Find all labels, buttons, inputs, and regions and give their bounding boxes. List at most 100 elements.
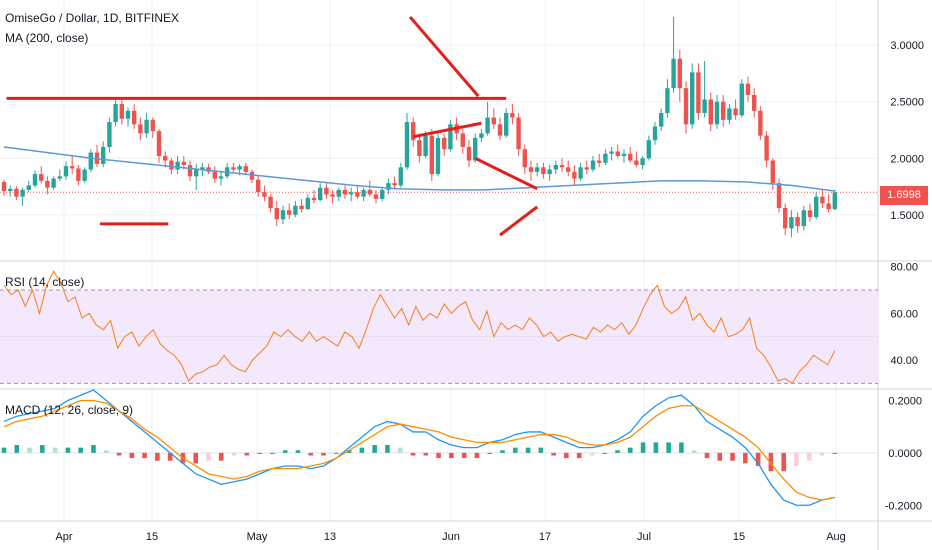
rsi-pane — [0, 270, 878, 385]
triangle-upper-line — [474, 156, 538, 191]
last-price-tag: 1.6998 — [880, 186, 928, 205]
macd-histogram-bar — [755, 452, 761, 466]
ma-legend[interactable]: MA (200, close) — [5, 31, 89, 45]
candle-body — [535, 167, 540, 172]
candle-body — [194, 169, 199, 177]
candle-body — [63, 166, 69, 177]
candle-body — [789, 217, 794, 229]
candle-body — [435, 137, 441, 175]
candle-body — [497, 124, 503, 136]
candle-body — [293, 205, 298, 215]
price-tick-label: 3.0000 — [890, 40, 924, 52]
candle-body — [491, 117, 496, 125]
candle-body — [547, 169, 552, 175]
rsi-tick-label: 60.00 — [890, 308, 918, 320]
price-tick-label: 1.5000 — [890, 210, 924, 222]
candle-body — [752, 94, 757, 111]
price-tick-label: 2.5000 — [890, 97, 924, 109]
macd-histogram-bar — [551, 452, 556, 456]
macd-histogram-bar — [794, 452, 799, 466]
triangle-upper-line — [408, 15, 480, 98]
macd-histogram-bar — [487, 452, 492, 454]
macd-histogram-bar — [653, 442, 659, 453]
candle-body — [615, 151, 620, 156]
macd-histogram-bar — [155, 452, 160, 461]
candle-body — [39, 174, 44, 181]
rsi-line — [3, 270, 836, 385]
candle-body — [355, 192, 360, 197]
candle-body — [243, 166, 248, 172]
candle-body — [814, 196, 819, 218]
macd-histogram-bar — [627, 447, 633, 453]
macd-histogram-bar — [385, 445, 390, 453]
candle-body — [485, 117, 490, 134]
macd-histogram-bar — [615, 450, 620, 453]
macd-histogram-bar — [334, 452, 339, 454]
candle-body — [690, 72, 695, 125]
rsi-legend[interactable]: RSI (14, close) — [5, 275, 85, 289]
symbol-title[interactable]: OmiseGo / Dollar, 1D, BITFINEX — [5, 11, 180, 25]
macd-histogram-bar — [666, 442, 671, 453]
candle-body — [138, 124, 143, 134]
x-tick-label: Jul — [637, 531, 651, 543]
candle-body — [280, 210, 286, 220]
candle-body — [659, 113, 664, 127]
triangle-lower-line — [499, 205, 539, 237]
candle-body — [150, 119, 155, 132]
candle-body — [82, 169, 87, 181]
macd-histogram-bar — [308, 452, 314, 456]
candle-body — [528, 167, 534, 172]
macd-histogram-bar — [717, 452, 723, 461]
macd-histogram-bar — [410, 452, 416, 456]
macd-histogram-bar — [142, 452, 147, 459]
candle-body — [76, 168, 81, 181]
macd-histogram-bar — [27, 447, 32, 453]
macd-histogram-bar — [500, 450, 505, 453]
macd-histogram-bar — [52, 447, 58, 453]
macd-histogram-bar — [91, 445, 96, 453]
macd-histogram-bar — [40, 445, 45, 453]
candle-body — [8, 188, 13, 192]
x-tick-label: Apr — [55, 531, 72, 543]
x-tick-label: 15 — [146, 531, 158, 543]
macd-histogram-bar — [193, 452, 199, 464]
macd-histogram-bar — [257, 452, 262, 454]
candle-body — [144, 119, 149, 134]
candle-body — [268, 196, 273, 208]
candle-body — [801, 210, 806, 227]
macd-histogram-bar — [512, 447, 518, 453]
macd-histogram-bar — [78, 447, 83, 453]
x-tick-label: 17 — [539, 531, 551, 543]
candle-body — [330, 194, 335, 197]
candle-body — [262, 192, 267, 197]
candle-body — [578, 167, 583, 179]
candle-body — [398, 167, 403, 186]
candle-body — [88, 152, 93, 170]
macd-tick-label: 0.2000 — [888, 395, 922, 407]
candle-body — [274, 208, 279, 220]
candle-body — [181, 161, 186, 166]
candle-body — [187, 165, 193, 177]
macd-histogram-bar — [576, 452, 582, 459]
macd-histogram-bar — [346, 450, 352, 453]
candle-body — [163, 156, 168, 161]
candle-body — [417, 140, 422, 156]
candle-body — [107, 122, 112, 147]
candle-body — [776, 183, 782, 208]
macd-legend[interactable]: MACD (12, 26, close, 9) — [5, 403, 134, 417]
candle-body — [479, 133, 484, 138]
macd-histogram-bar — [474, 452, 480, 459]
candle-body — [386, 183, 391, 190]
candle-body — [218, 176, 224, 179]
candle-body — [553, 165, 558, 170]
macd-histogram-bar — [589, 452, 595, 456]
candle-body — [169, 160, 174, 170]
candle-body — [404, 122, 410, 168]
candle-body — [603, 153, 608, 163]
candle-body — [516, 117, 521, 150]
candle-body — [628, 153, 633, 161]
candle-body — [113, 104, 118, 123]
price-pane — [0, 15, 878, 238]
candle-body — [429, 135, 434, 175]
